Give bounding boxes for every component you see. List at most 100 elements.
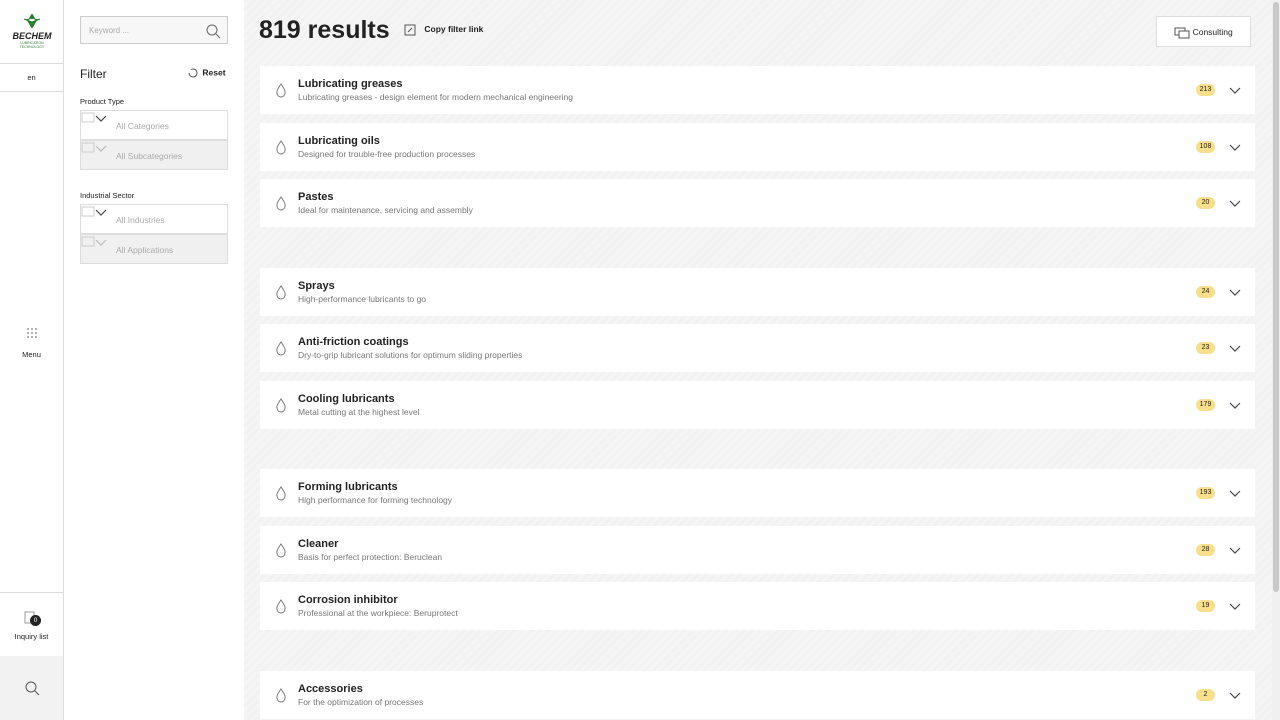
chevron xyxy=(1229,144,1241,151)
copy-link[interactable]: Copy filter link xyxy=(404,24,483,36)
category-description: High-performance lubricants to go xyxy=(298,293,427,304)
logo-tagline: LUBRICATION TECHNOLOGY xyxy=(19,41,45,49)
results-count: 819 results xyxy=(259,16,390,44)
scrollbar-thumb[interactable] xyxy=(1273,2,1279,592)
chevron xyxy=(95,209,107,216)
language[interactable]: en xyxy=(0,63,63,92)
filter-panel: Keyword ... Filter Reset Product Type All… xyxy=(64,0,244,720)
inquiry-count: 0 xyxy=(30,615,41,626)
select[interactable]: All Categories xyxy=(80,110,228,140)
inquiry-label: Inquiry list xyxy=(14,632,49,641)
category-title: Forming lubricants xyxy=(298,481,398,493)
chevron xyxy=(1229,345,1241,352)
sidebar: BECHEM LUBRICATION TECHNOLOGY en Menu 0 … xyxy=(0,0,64,720)
chevron xyxy=(1229,603,1241,610)
category-count: 108 xyxy=(1196,140,1215,153)
chevron xyxy=(1229,87,1241,94)
category-title: Cleaner xyxy=(298,537,339,550)
category-description: High performance for forming technology xyxy=(298,495,453,505)
chevron xyxy=(1229,402,1241,409)
chevron xyxy=(1229,490,1241,497)
category-title: Accessories xyxy=(298,682,363,695)
category-icon xyxy=(276,83,286,98)
category-card[interactable]: Cleaner Basis for perfect protection: Ber… xyxy=(260,525,1255,574)
logo[interactable]: BECHEM LUBRICATION TECHNOLOGY xyxy=(8,12,56,50)
category-card[interactable]: Lubricating oils Designed for trouble-fre… xyxy=(260,122,1255,171)
chevron xyxy=(1229,289,1241,296)
category-title: Sprays xyxy=(298,279,335,292)
chevron xyxy=(95,115,107,122)
search-button[interactable] xyxy=(0,656,63,720)
category-count: 19 xyxy=(1196,600,1215,612)
category-count: 28 xyxy=(1196,543,1215,556)
category-card[interactable]: Sprays High-performance lubricants to go 2… xyxy=(260,267,1255,316)
category-icon xyxy=(276,486,286,501)
category-description: Lubricating greases - design element for… xyxy=(298,92,573,102)
select-value: All Applications xyxy=(116,245,174,255)
category-count: 2 xyxy=(1196,688,1215,701)
reset-label: Reset xyxy=(202,67,226,78)
menu-button[interactable]: Menu xyxy=(0,326,63,359)
category-card[interactable]: Anti-friction coatings Dry-to-grip lubric… xyxy=(260,324,1255,372)
select-value: All Industries xyxy=(116,215,165,225)
category-card[interactable]: Accessories For the optimization of proce… xyxy=(260,670,1255,719)
category-title: Corrosion inhibitor xyxy=(298,594,398,606)
category-card[interactable]: Cooling lubricants Metal cutting at the h… xyxy=(260,380,1255,429)
category-icon xyxy=(276,284,286,299)
logo-text: BECHEM xyxy=(12,31,52,41)
chevron xyxy=(95,239,107,246)
search-placeholder: Keyword ... xyxy=(89,26,130,35)
select-icon xyxy=(81,112,95,123)
reset-icon xyxy=(188,68,198,78)
select-value: All Subcategories xyxy=(116,151,183,161)
category-count: 24 xyxy=(1196,285,1215,298)
select-icon xyxy=(81,142,95,153)
search-input[interactable]: Keyword ... xyxy=(80,16,228,44)
category-count: 179 xyxy=(1196,398,1215,411)
category-count: 193 xyxy=(1196,487,1215,499)
select-icon xyxy=(81,236,95,247)
category-title: Lubricating greases xyxy=(298,78,403,90)
chevron xyxy=(1229,547,1241,554)
consulting-button[interactable]: Consulting xyxy=(1156,16,1251,47)
menu-label: Menu xyxy=(22,350,41,359)
consulting-label: Consulting xyxy=(1192,27,1233,37)
category-icon xyxy=(276,196,286,211)
select-icon xyxy=(81,206,95,217)
category-card[interactable]: Forming lubricants High performance for f… xyxy=(260,469,1255,517)
category-icon xyxy=(276,599,286,614)
category-title: Lubricating oils xyxy=(298,134,380,147)
select[interactable]: All Subcategories xyxy=(80,140,228,170)
category-description: Basis for perfect protection: Beruclean xyxy=(298,551,443,562)
scrollbar[interactable] xyxy=(1272,0,1280,720)
reset-button[interactable]: Reset xyxy=(186,67,226,79)
category-count: 213 xyxy=(1196,84,1215,96)
section-label: Product Type xyxy=(80,97,125,106)
category-card[interactable]: Corrosion inhibitor Professional at the w… xyxy=(260,582,1255,630)
category-description: Metal cutting at the highest level xyxy=(298,406,420,417)
category-title: Anti-friction coatings xyxy=(298,336,409,348)
inquiry-button[interactable]: 0 Inquiry list xyxy=(0,592,63,656)
category-title: Cooling lubricants xyxy=(298,392,395,405)
category-count: 20 xyxy=(1196,197,1215,209)
category-icon xyxy=(276,542,286,557)
select[interactable]: All Applications xyxy=(80,234,228,264)
chevron xyxy=(1229,692,1241,699)
chevron xyxy=(95,145,107,152)
search-icon xyxy=(25,681,39,696)
category-icon xyxy=(276,397,286,412)
category-card[interactable]: Lubricating greases Lubricating greases -… xyxy=(260,66,1255,114)
category-icon xyxy=(276,687,286,702)
category-description: Dry-to-grip lubricant solutions for opti… xyxy=(298,350,523,360)
category-title: Pastes xyxy=(298,191,334,203)
select[interactable]: All Industries xyxy=(80,204,228,234)
chevron xyxy=(1229,200,1241,207)
menu-icon xyxy=(26,328,37,338)
category-description: Ideal for maintenance, servicing and ass… xyxy=(298,205,473,215)
category-description: For the optimization of processes xyxy=(298,696,424,707)
logo-icon xyxy=(23,12,41,30)
category-card[interactable]: Pastes Ideal for maintenance, servicing a… xyxy=(260,179,1255,227)
copy-icon xyxy=(404,24,416,36)
select-value: All Categories xyxy=(116,121,169,131)
